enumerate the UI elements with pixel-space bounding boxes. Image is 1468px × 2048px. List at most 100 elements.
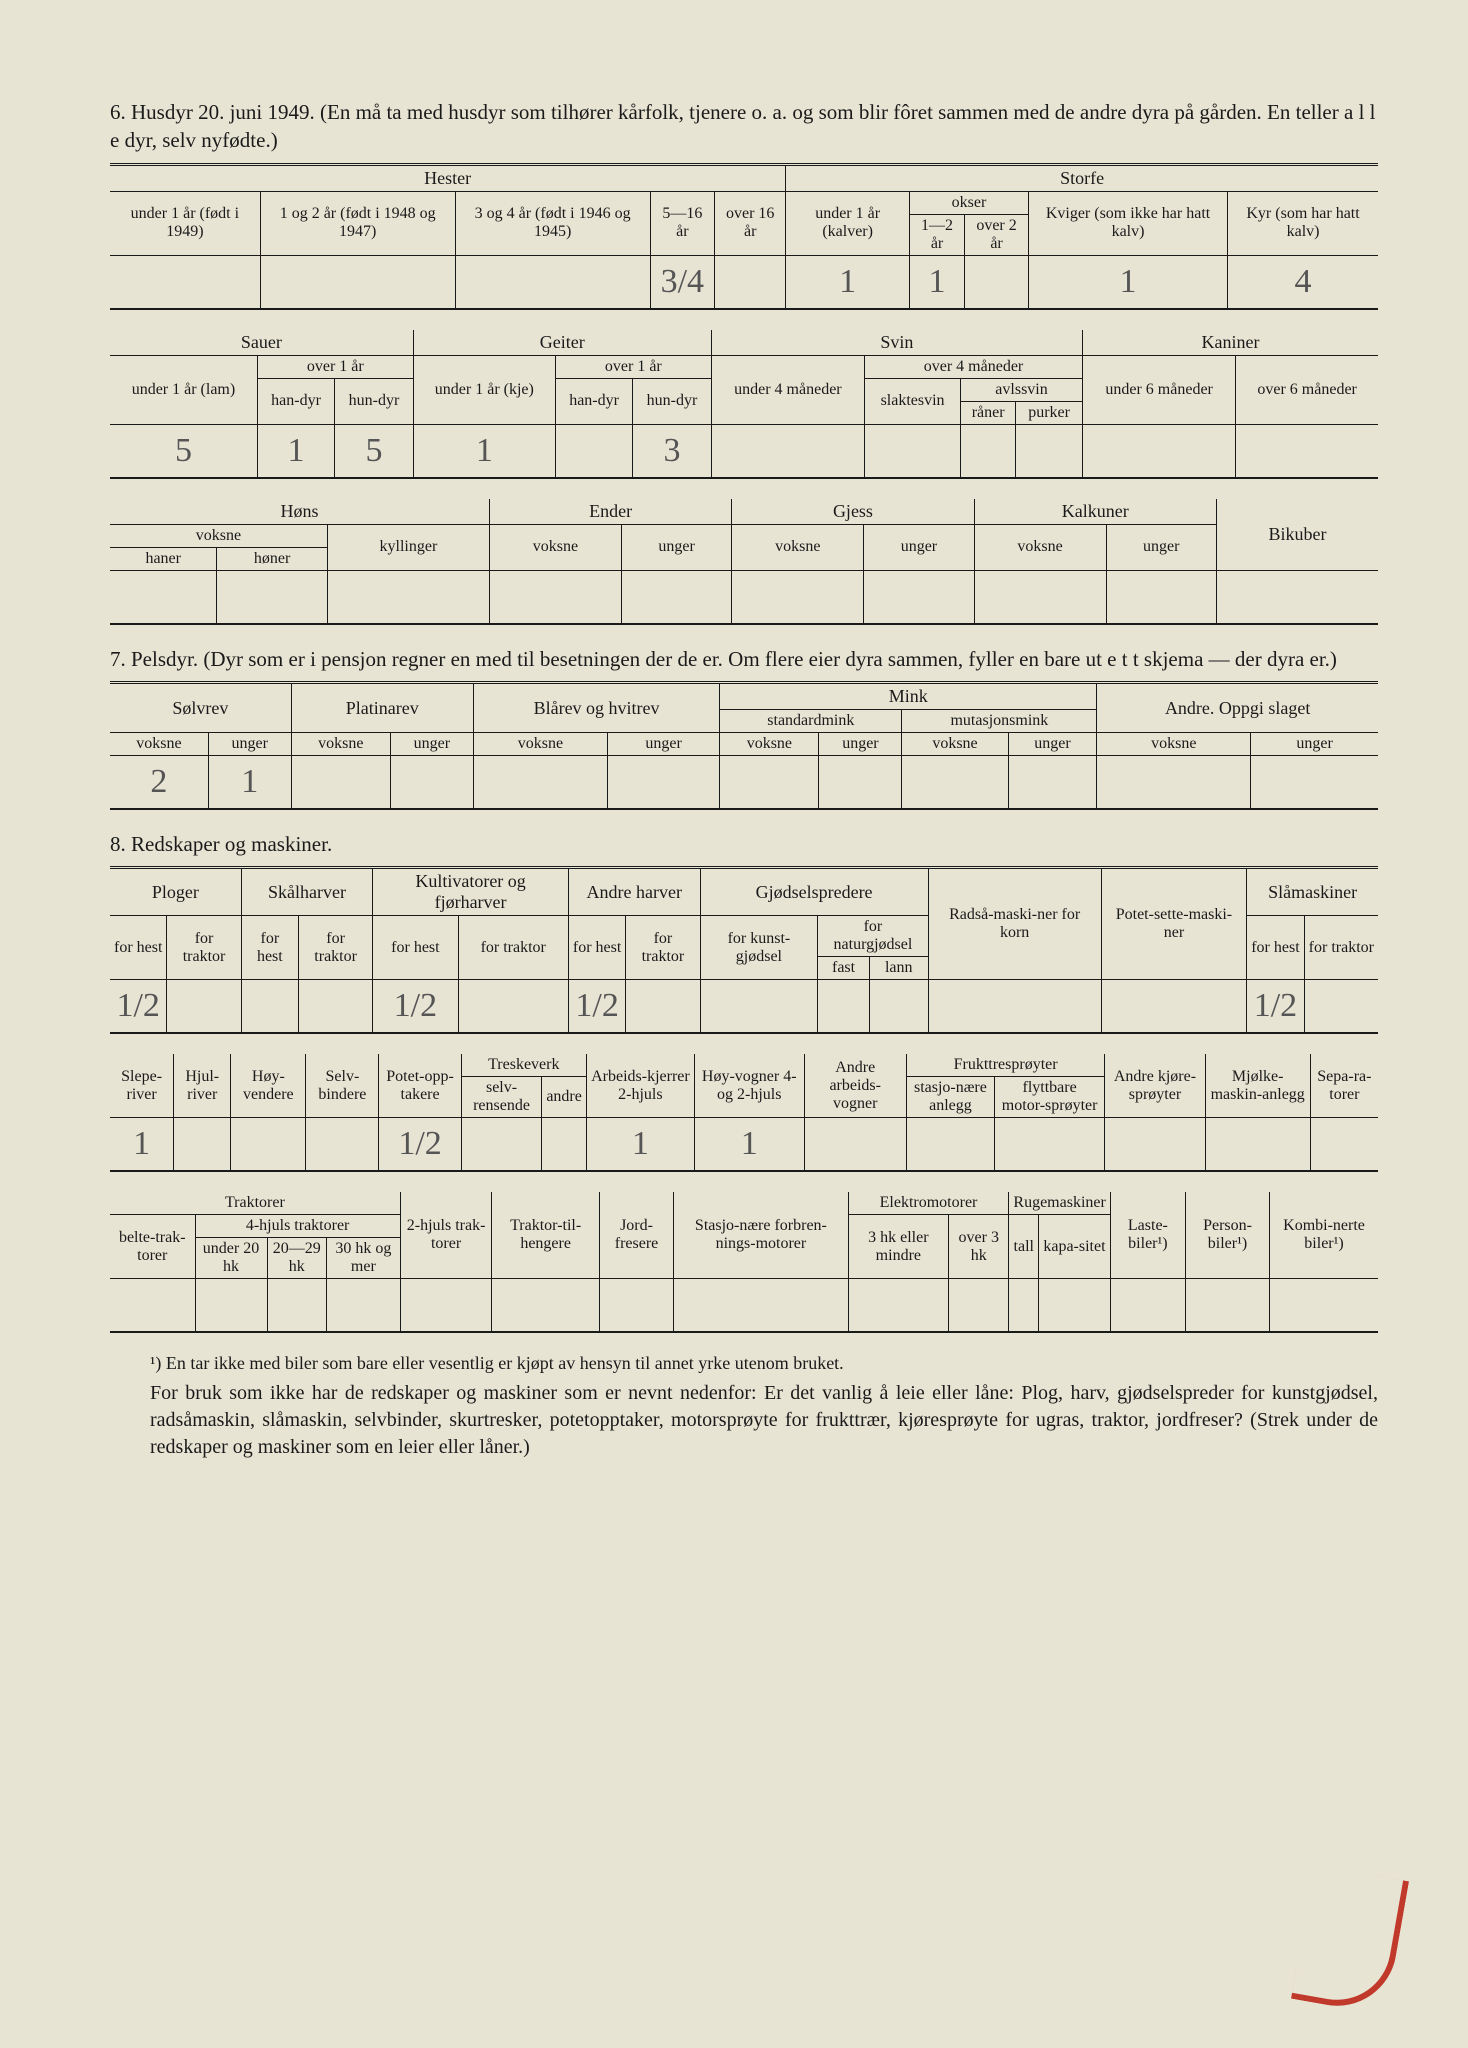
- col: for traktor: [299, 916, 373, 980]
- sub: over 1 år: [555, 355, 711, 378]
- col: fast: [818, 957, 870, 980]
- cell: [804, 1118, 906, 1172]
- sub: 4-hjuls traktorer: [195, 1215, 400, 1238]
- cell: [902, 756, 1008, 810]
- hdr: Skålharver: [241, 868, 373, 916]
- cell: [961, 424, 1016, 478]
- col: voksne: [489, 524, 621, 570]
- hdr: Bikuber: [1216, 499, 1378, 571]
- col: voksne: [902, 733, 1008, 756]
- col: for kunst-gjødsel: [700, 916, 818, 980]
- cell: [1185, 1279, 1269, 1333]
- cell: [1251, 756, 1378, 810]
- hdr: Andre. Oppgi slaget: [1097, 683, 1378, 733]
- cell: [621, 570, 731, 624]
- cell: 5: [335, 424, 414, 478]
- cell: [818, 980, 870, 1034]
- cell: [608, 756, 720, 810]
- cell: [489, 570, 621, 624]
- hdr: Rugemaskiner: [1009, 1192, 1110, 1215]
- cell: [217, 570, 327, 624]
- col: under 1 år (kje): [413, 355, 555, 424]
- cell: [167, 980, 241, 1034]
- hdr: 2-hjuls trak-torer: [400, 1192, 492, 1279]
- col: 5—16 år: [650, 191, 715, 255]
- cell: [599, 1279, 673, 1333]
- hdr: Elektromotorer: [848, 1192, 1009, 1215]
- section7-title: 7. Pelsdyr. (Dyr som er i pensjon regner…: [110, 645, 1378, 673]
- hdr: Person-biler¹): [1185, 1192, 1269, 1279]
- col: råner: [961, 401, 1016, 424]
- cell: [241, 980, 298, 1034]
- cell: [195, 1279, 267, 1333]
- cell: [1105, 1118, 1205, 1172]
- cell: 1: [1028, 255, 1227, 309]
- cell: [260, 255, 455, 309]
- cell: [110, 570, 217, 624]
- cell: [110, 1279, 195, 1333]
- hdr: Mjølke-maskin-anlegg: [1205, 1054, 1310, 1118]
- hdr-hester: Hester: [110, 164, 786, 191]
- hdr: Kombi-nerte biler¹): [1270, 1192, 1378, 1279]
- col: hun-dyr: [633, 378, 712, 424]
- cell: [1082, 424, 1235, 478]
- cell: [1101, 980, 1247, 1034]
- cell: [455, 255, 650, 309]
- col: 20—29 hk: [267, 1238, 327, 1279]
- hdr: Arbeids-kjerrer 2-hjuls: [586, 1054, 694, 1118]
- cell: 1: [694, 1118, 804, 1172]
- hdr: Traktorer: [110, 1192, 400, 1215]
- cell: [848, 1279, 948, 1333]
- table-redskap-3: Traktorer 2-hjuls trak-torer Traktor-til…: [110, 1192, 1378, 1333]
- table-husdyr-1: Hester Storfe under 1 år (født i 1949) 1…: [110, 163, 1378, 310]
- col: 3 hk eller mindre: [848, 1215, 948, 1279]
- cell: [819, 756, 902, 810]
- sub: mutasjonsmink: [902, 710, 1097, 733]
- cell: [458, 980, 568, 1034]
- sub: for naturgjødsel: [818, 916, 928, 957]
- cell: [327, 570, 489, 624]
- cell: [110, 255, 260, 309]
- cell: [711, 424, 864, 478]
- col: under 6 måneder: [1082, 355, 1235, 424]
- hdr: Gjødselspredere: [700, 868, 928, 916]
- col: belte-trak-torer: [110, 1215, 195, 1279]
- cell: [732, 570, 864, 624]
- sub: over 1 år: [257, 355, 413, 378]
- col: over 2 år: [965, 214, 1029, 255]
- col: purker: [1016, 401, 1083, 424]
- cell: [994, 1118, 1104, 1172]
- sub: voksne: [110, 524, 327, 547]
- col: hun-dyr: [335, 378, 414, 424]
- cell: [626, 980, 700, 1034]
- hdr: Platinarev: [291, 683, 473, 733]
- hdr: Andre harver: [568, 868, 700, 916]
- col: andre: [542, 1077, 587, 1118]
- cell: [720, 756, 819, 810]
- cell: [949, 1279, 1009, 1333]
- cell: [1039, 1279, 1111, 1333]
- hdr: Kultivatorer og fjørharver: [373, 868, 569, 916]
- hdr: Selv-bindere: [306, 1054, 379, 1118]
- hdr: Kaniner: [1082, 330, 1378, 356]
- col: voksne: [974, 524, 1106, 570]
- col: under 4 måneder: [711, 355, 864, 424]
- table-husdyr-3: Høns Ender Gjess Kalkuner Bikuber voksne…: [110, 499, 1378, 625]
- col: flyttbare motor-sprøyter: [994, 1077, 1104, 1118]
- cell: 5: [110, 424, 257, 478]
- col: under 1 år (lam): [110, 355, 257, 424]
- sub: standardmink: [720, 710, 902, 733]
- cell: [1110, 1279, 1185, 1333]
- cell: 1: [257, 424, 334, 478]
- cell: 3/4: [650, 255, 715, 309]
- hdr: Frukttresprøyter: [906, 1054, 1104, 1077]
- col: voksne: [720, 733, 819, 756]
- cell: 1: [110, 1118, 174, 1172]
- cell: 1/2: [379, 1118, 461, 1172]
- cell: [1097, 756, 1251, 810]
- col: for hest: [373, 916, 458, 980]
- cell: 1: [786, 255, 910, 309]
- col: for hest: [1247, 916, 1304, 980]
- cell: [291, 756, 390, 810]
- cell: [267, 1279, 327, 1333]
